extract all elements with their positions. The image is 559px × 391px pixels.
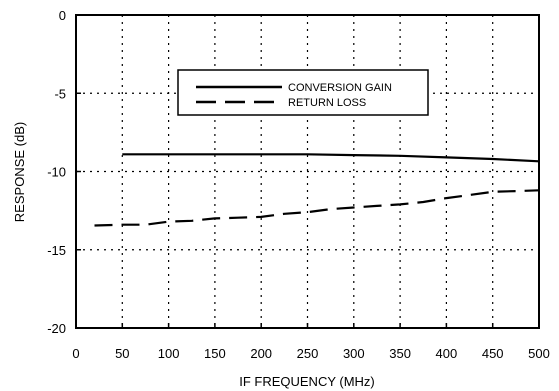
x-tick-label: 250 (297, 346, 319, 361)
axis-ticks (75, 14, 540, 329)
y-tick-label: -20 (47, 321, 66, 336)
y-tick-label: 0 (59, 8, 66, 23)
x-tick-label: 400 (436, 346, 458, 361)
y-tick-label: -15 (47, 243, 66, 258)
x-tick-label: 100 (158, 346, 180, 361)
grid-lines (76, 15, 539, 328)
x-tick-label: 200 (250, 346, 272, 361)
x-tick-label: 500 (528, 346, 550, 361)
series-line-return-loss (94, 189, 540, 227)
x-tick-label: 300 (343, 346, 365, 361)
x-tick-label: 0 (72, 346, 79, 361)
y-tick-labels: 0 -5 -10 -15 -20 (47, 8, 66, 336)
y-tick-label: -5 (54, 86, 66, 101)
x-tick-label: 350 (389, 346, 411, 361)
legend: CONVERSION GAIN RETURN LOSS (177, 69, 429, 116)
x-tick-label: 450 (482, 346, 504, 361)
series-line-conversion-gain (122, 153, 540, 163)
legend-label-conversion-gain: CONVERSION GAIN (288, 82, 392, 94)
legend-label-return-loss: RETURN LOSS (288, 97, 366, 109)
x-axis-title: IF FREQUENCY (MHz) (239, 374, 375, 389)
y-axis-title: RESPONSE (dB) (12, 122, 27, 222)
x-tick-label: 50 (115, 346, 129, 361)
x-tick-labels: 0 50 100 150 200 250 300 350 400 450 500 (72, 346, 549, 361)
series-layer (94, 153, 540, 227)
y-tick-label: -10 (47, 165, 66, 180)
legend-box (177, 69, 429, 116)
x-tick-label: 150 (204, 346, 226, 361)
